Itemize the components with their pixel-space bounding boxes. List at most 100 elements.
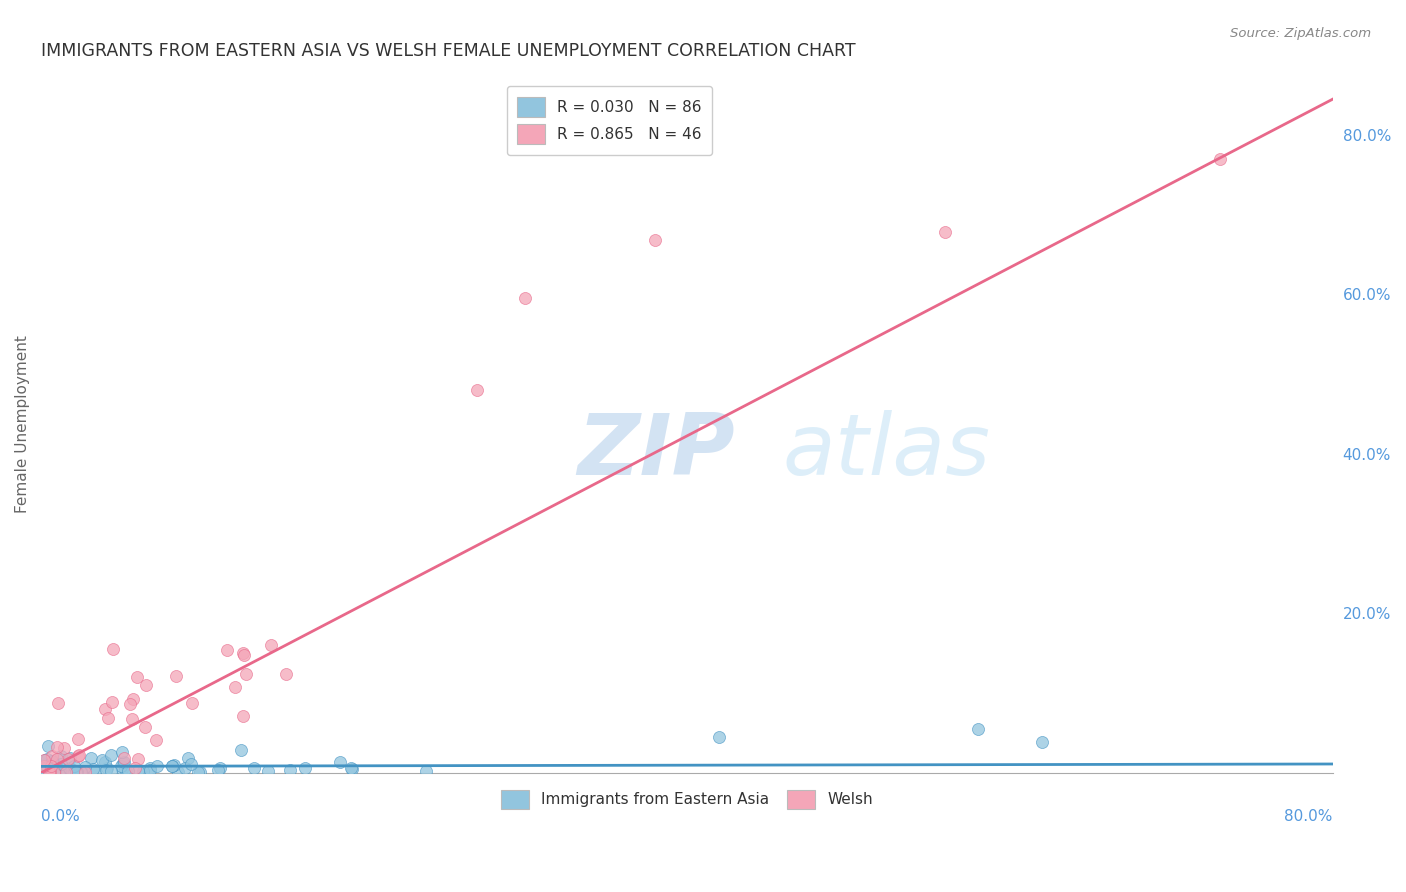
Point [35, 760, 58, 774]
Point [934, 225, 956, 239]
Point [97, 711, 120, 725]
Point [90, 753, 112, 767]
Point [117, 764, 139, 779]
Point [34, 764, 56, 778]
Point [187, 764, 209, 779]
Point [146, 759, 169, 773]
Point [69, 764, 91, 779]
Point [132, 764, 155, 778]
Point [515, 292, 537, 306]
Point [66, 764, 89, 779]
Point [465, 383, 488, 397]
Point [165, 669, 187, 683]
Point [52, 740, 75, 755]
Point [45, 752, 67, 766]
Point [34, 759, 56, 773]
Text: atlas: atlas [783, 410, 991, 493]
Point [49, 764, 72, 778]
Point [340, 761, 363, 775]
Point [63, 764, 86, 779]
Point [124, 761, 146, 775]
Point [34, 764, 56, 778]
Point [114, 763, 136, 777]
Point [59, 750, 82, 764]
Point [224, 680, 246, 694]
Text: IMMIGRANTS FROM EASTERN ASIA VS WELSH FEMALE UNEMPLOYMENT CORRELATION CHART: IMMIGRANTS FROM EASTERN ASIA VS WELSH FE… [41, 42, 856, 60]
Text: 0.0%: 0.0% [41, 809, 80, 824]
Point [80, 750, 103, 764]
Point [49, 748, 72, 763]
Point [46, 697, 69, 711]
Point [112, 756, 135, 770]
Point [415, 764, 437, 778]
Point [276, 667, 298, 681]
Point [162, 758, 184, 772]
Point [125, 670, 148, 684]
Point [35, 751, 58, 765]
Point [34, 761, 56, 775]
Text: ZIP: ZIP [576, 410, 735, 493]
Point [100, 764, 122, 778]
Text: 80.0%: 80.0% [1285, 809, 1333, 824]
Point [35, 756, 58, 771]
Point [111, 762, 134, 776]
Point [37, 761, 59, 775]
Point [62, 764, 84, 778]
Point [256, 764, 278, 778]
Point [180, 757, 202, 772]
Point [38, 764, 60, 779]
Point [65, 764, 87, 779]
Legend: Immigrants from Eastern Asia, Welsh: Immigrants from Eastern Asia, Welsh [495, 783, 879, 815]
Point [329, 756, 352, 770]
Point [232, 709, 254, 723]
Point [44, 756, 66, 771]
Point [34, 753, 56, 767]
Point [44, 764, 66, 779]
Point [1031, 735, 1053, 749]
Point [181, 696, 204, 710]
Point [67, 748, 90, 763]
Point [134, 719, 156, 733]
Point [278, 763, 301, 777]
Point [48, 764, 70, 778]
Point [66, 731, 89, 746]
Point [235, 666, 257, 681]
Point [166, 764, 188, 779]
Point [208, 760, 231, 774]
Point [44, 764, 66, 779]
Point [38, 761, 60, 775]
Point [45, 739, 67, 754]
Point [342, 762, 364, 776]
Point [188, 764, 211, 779]
Point [145, 733, 167, 747]
Point [260, 638, 283, 652]
Point [110, 759, 132, 773]
Point [48, 764, 70, 779]
Point [162, 758, 184, 772]
Point [233, 648, 256, 662]
Point [111, 756, 134, 771]
Point [70, 764, 93, 779]
Point [229, 743, 252, 757]
Point [127, 752, 149, 766]
Point [120, 697, 142, 711]
Point [63, 758, 86, 772]
Point [100, 695, 122, 709]
Point [51, 764, 73, 779]
Point [217, 642, 239, 657]
Point [709, 730, 731, 744]
Point [232, 646, 254, 660]
Point [294, 761, 316, 775]
Point [84, 764, 107, 778]
Point [135, 678, 157, 692]
Point [38, 764, 60, 779]
Point [45, 757, 67, 772]
Point [94, 702, 117, 716]
Point [101, 641, 124, 656]
Point [56, 751, 79, 765]
Point [34, 764, 56, 779]
Point [100, 747, 122, 762]
Point [94, 756, 117, 770]
Point [96, 761, 118, 775]
Point [58, 761, 80, 775]
